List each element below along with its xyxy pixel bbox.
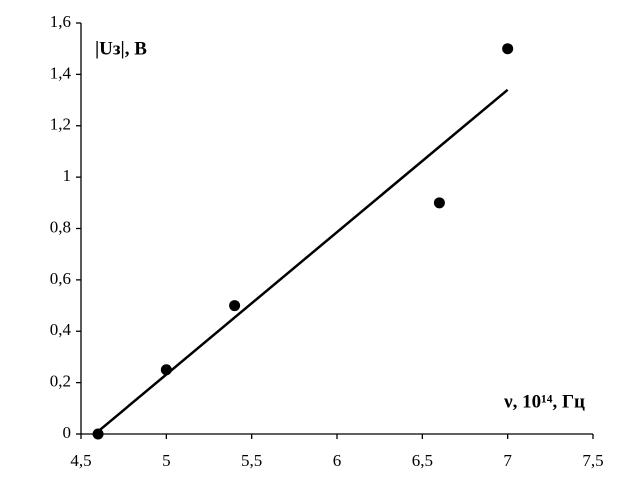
x-tick-label: 6,5 (412, 451, 433, 470)
x-tick-label: 4,5 (70, 451, 91, 470)
x-tick-label: 7 (503, 451, 512, 470)
data-point (502, 43, 514, 55)
y-tick-label: 0,6 (50, 269, 71, 288)
y-tick-label: 1,6 (50, 12, 71, 31)
trendline (97, 88, 509, 433)
data-point (160, 364, 172, 376)
data-point (433, 197, 445, 209)
x-axis-label: ν, 10¹⁴, Гц (503, 391, 585, 412)
y-tick-label: 0 (63, 423, 72, 442)
y-tick-label: 1,4 (50, 63, 72, 82)
y-tick-label: 0,8 (50, 217, 71, 236)
y-axis-label: |Uз|, В (95, 38, 147, 59)
y-tick-label: 1,2 (50, 115, 71, 134)
y-tick-label: 0,4 (50, 320, 72, 339)
x-tick-label: 5,5 (241, 451, 262, 470)
y-tick-label: 0,2 (50, 372, 71, 391)
data-point (229, 300, 241, 312)
x-tick-label: 6 (333, 451, 342, 470)
x-tick-label: 5 (162, 451, 171, 470)
data-point (92, 428, 104, 440)
y-tick-label: 1 (63, 166, 72, 185)
x-tick-label: 7,5 (582, 451, 603, 470)
